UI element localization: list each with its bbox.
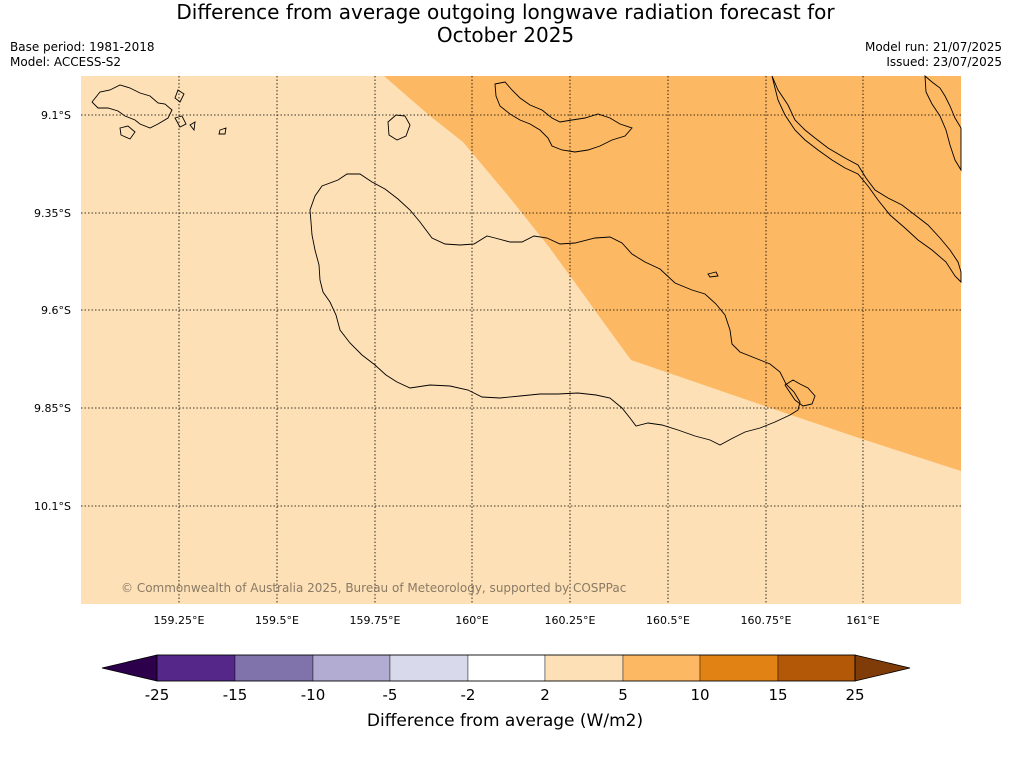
meta-left: Base period: 1981-2018 Model: ACCESS-S2 bbox=[10, 40, 155, 70]
colorbar-outline bbox=[156, 654, 856, 682]
colorbar-ticks: -25 -15 -10 -5 -2 2 5 10 15 25 bbox=[145, 686, 865, 704]
coastlines bbox=[91, 74, 962, 446]
lon-label: 159.25°E bbox=[154, 614, 205, 627]
colorbar-segment bbox=[622, 654, 701, 682]
lon-label: 159.75°E bbox=[350, 614, 401, 627]
coastline-malaita-north bbox=[924, 74, 962, 172]
anomaly-region-5-to-10 bbox=[384, 76, 961, 471]
colorbar: -25 -15 -10 -5 -2 2 5 10 15 25 Differenc… bbox=[101, 654, 911, 731]
coastline-florida-islands bbox=[494, 81, 633, 153]
coastline-nggela-islands bbox=[91, 84, 227, 140]
colorbar-tick-label: 10 bbox=[690, 686, 709, 704]
lon-label: 159.5°E bbox=[255, 614, 299, 627]
colorbar-tick-label: 15 bbox=[768, 686, 787, 704]
map-title-line-1: Difference from average outgoing longwav… bbox=[176, 0, 835, 24]
longitude-labels: 159.25°E 159.5°E 159.75°E 160°E 160.25°E… bbox=[154, 614, 880, 627]
coastline-guadalcanal bbox=[309, 173, 801, 446]
lon-label: 161°E bbox=[846, 614, 879, 627]
lat-label: 9.85°S bbox=[34, 402, 71, 415]
colorbar-segment bbox=[777, 654, 856, 682]
colorbar-segment bbox=[699, 654, 779, 682]
colorbar-segment bbox=[467, 654, 546, 682]
base-period-label: Base period: 1981-2018 bbox=[10, 40, 155, 54]
colorbar-title: Difference from average (W/m2) bbox=[367, 711, 643, 731]
map-title-line-2: October 2025 bbox=[436, 23, 575, 47]
coastline-russell-islet bbox=[707, 271, 719, 278]
colorbar-segment bbox=[389, 654, 469, 682]
colorbar-high-extend bbox=[854, 654, 911, 682]
colorbar-tick-label: -25 bbox=[145, 686, 170, 704]
lat-label: 10.1°S bbox=[34, 500, 71, 513]
lon-label: 160.75°E bbox=[741, 614, 792, 627]
colorbar-segment bbox=[234, 654, 314, 682]
coastline-savo-island bbox=[387, 114, 411, 141]
model-run-label: Model run: 21/07/2025 bbox=[864, 40, 1002, 54]
lat-label: 9.6°S bbox=[41, 304, 71, 317]
graticule bbox=[81, 76, 961, 604]
issued-label: Issued: 23/07/2025 bbox=[886, 55, 1002, 69]
lon-label: 160°E bbox=[455, 614, 488, 627]
lon-label: 160.25°E bbox=[545, 614, 596, 627]
map-title: Difference from average outgoing longwav… bbox=[0, 1, 1011, 47]
colorbar-tick-label: -15 bbox=[223, 686, 248, 704]
colorbar-tick-label: -10 bbox=[301, 686, 326, 704]
colorbar-segment bbox=[544, 654, 624, 682]
colorbar-tick-label: 25 bbox=[845, 686, 864, 704]
colorbar-tick-label: 2 bbox=[540, 686, 550, 704]
lat-label: 9.1°S bbox=[41, 109, 71, 122]
colorbar-tick-label: -5 bbox=[383, 686, 398, 704]
colorbar-tick-label: -2 bbox=[461, 686, 476, 704]
colorbar-segment bbox=[312, 654, 391, 682]
lat-label: 9.35°S bbox=[34, 207, 71, 220]
colorbar-segment bbox=[156, 654, 236, 682]
colorbar-tick-label: 5 bbox=[618, 686, 628, 704]
latitude-labels: 9.1°S 9.35°S 9.6°S 9.85°S 10.1°S bbox=[34, 109, 71, 513]
colorbar-segments bbox=[156, 654, 856, 682]
meta-right: Model run: 21/07/2025 Issued: 23/07/2025 bbox=[865, 40, 1002, 70]
colorbar-low-extend bbox=[101, 654, 158, 682]
lon-label: 160.5°E bbox=[646, 614, 690, 627]
model-label: Model: ACCESS-S2 bbox=[10, 55, 122, 69]
map-panel: 9.1°S 9.35°S 9.6°S 9.85°S 10.1°S 159.25°… bbox=[34, 74, 962, 627]
coastline-cape-islets bbox=[784, 379, 816, 407]
copyright-notice: © Commonwealth of Australia 2025, Bureau… bbox=[121, 581, 626, 595]
coastline-malaita bbox=[771, 75, 962, 284]
